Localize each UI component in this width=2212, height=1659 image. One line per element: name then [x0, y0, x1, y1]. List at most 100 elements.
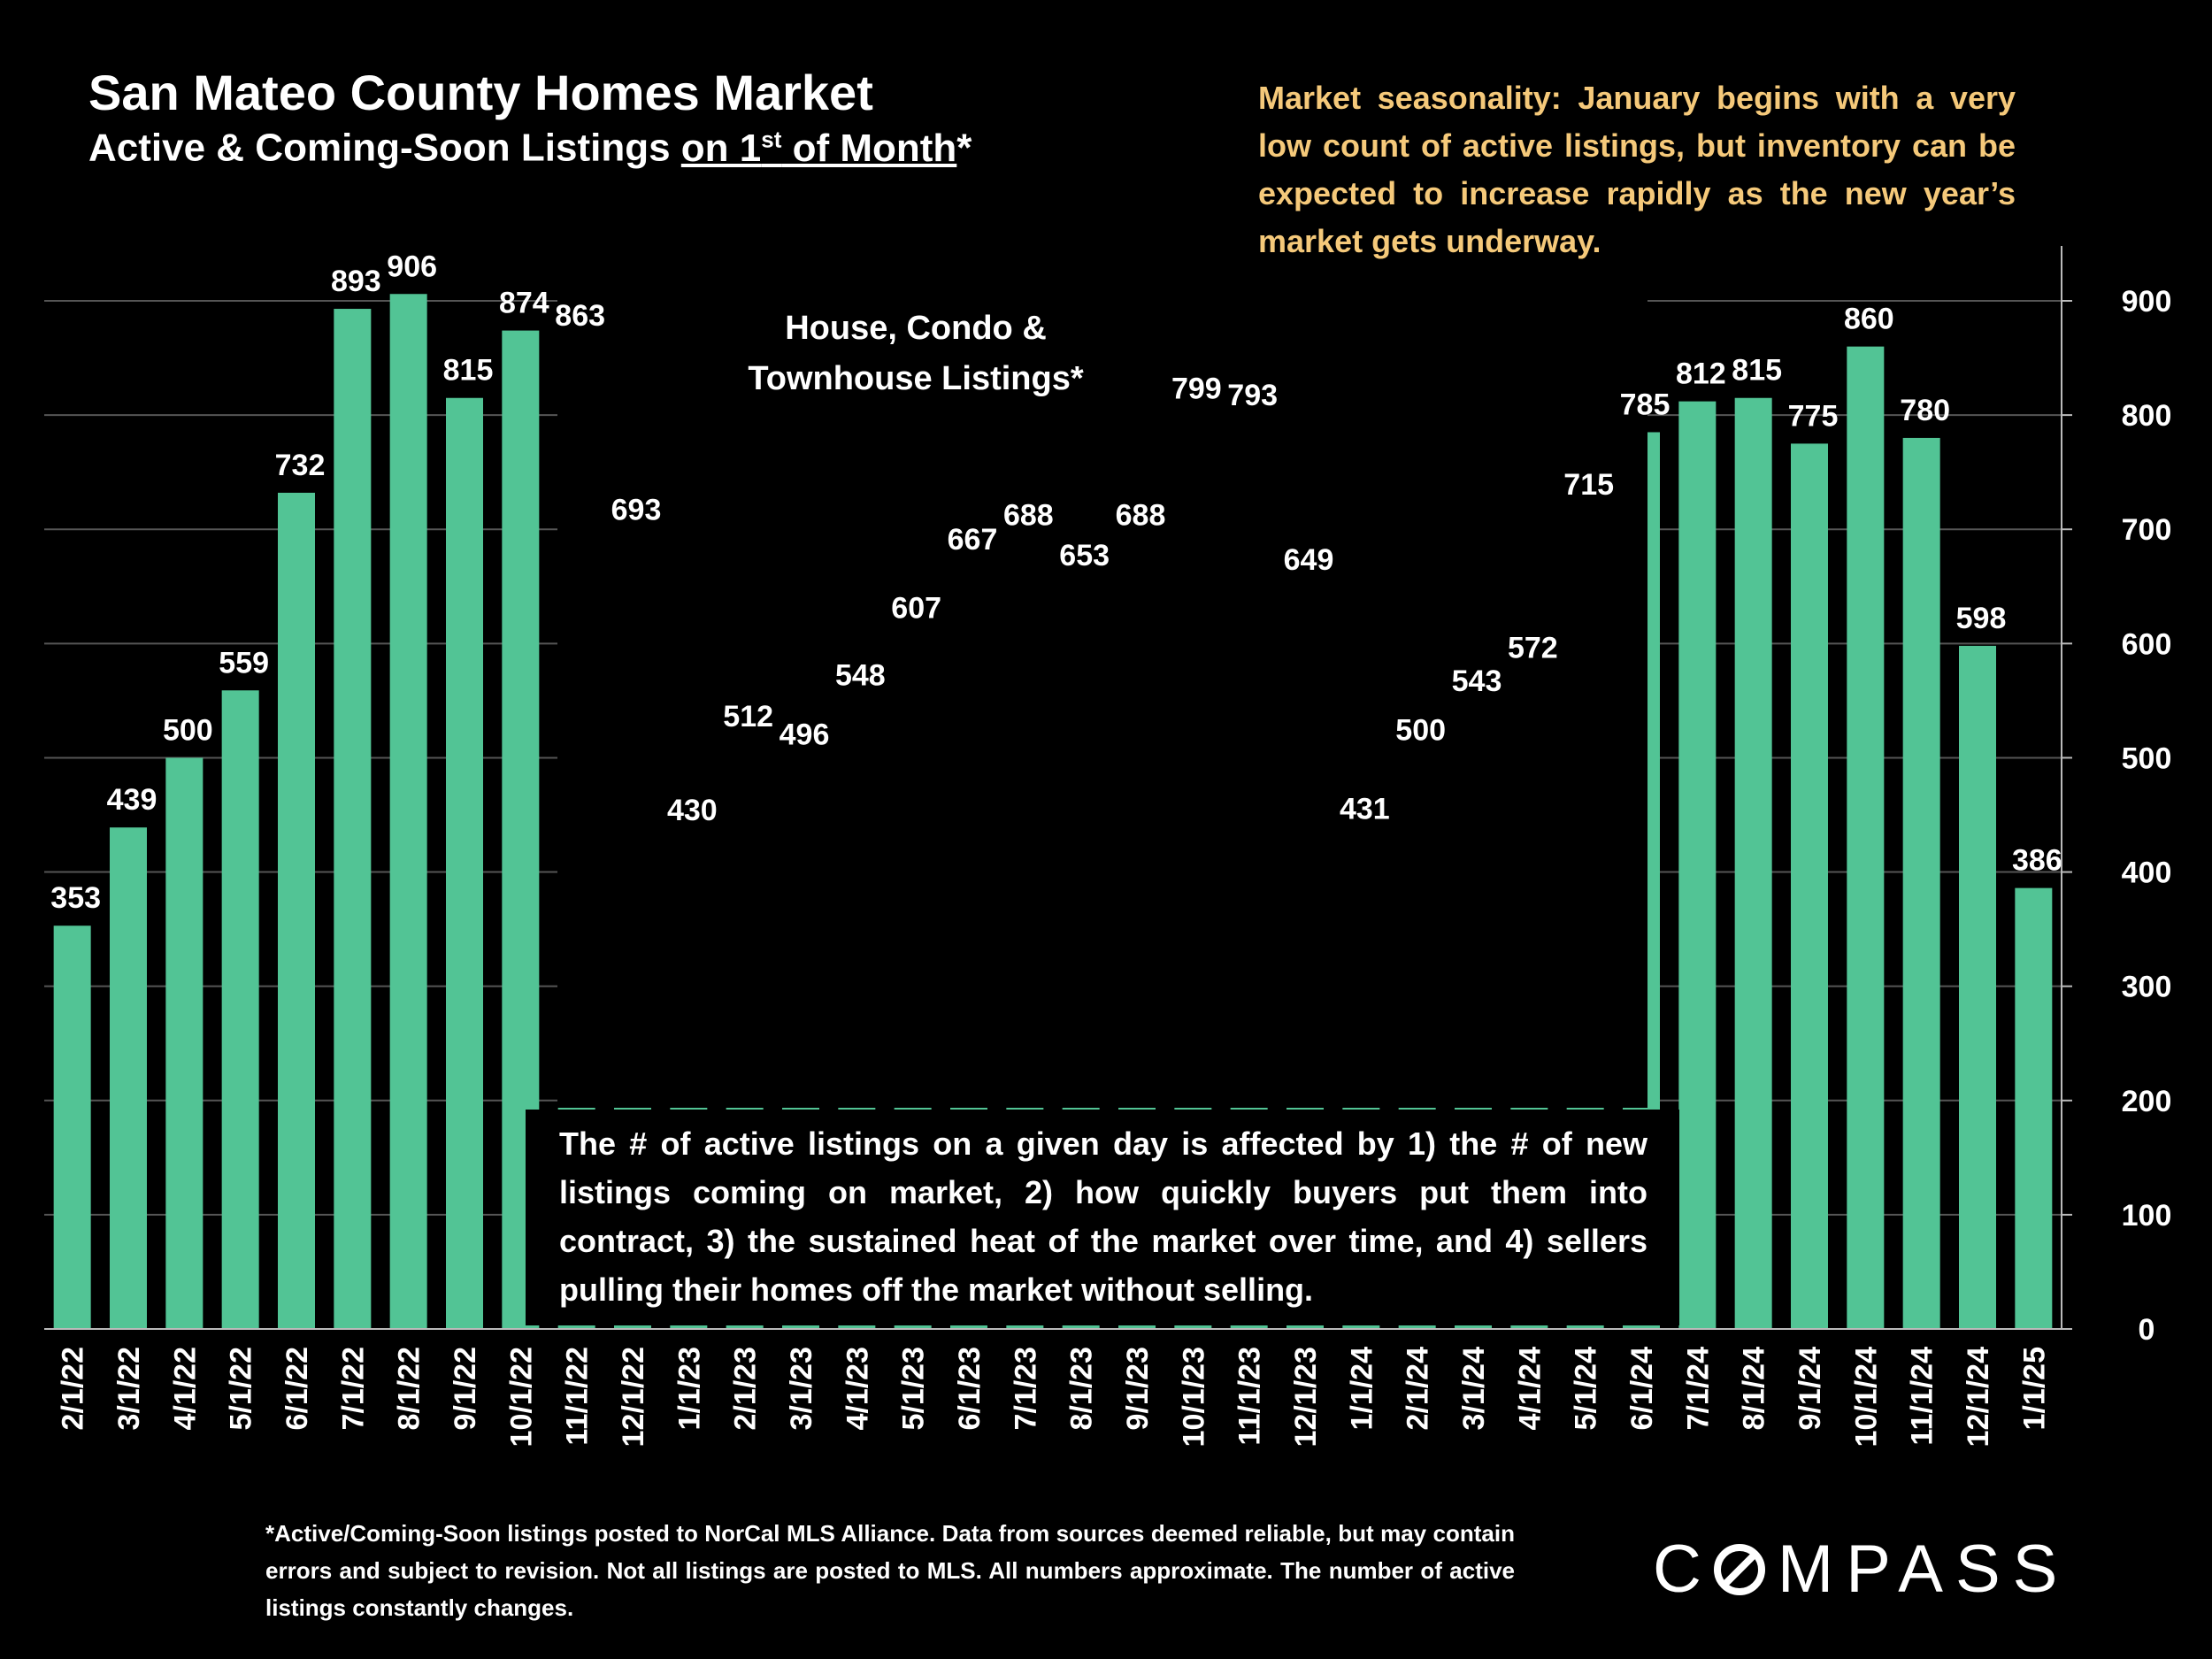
- x-tick-label: 12/1/24: [1962, 1347, 1995, 1448]
- y-tick-label: 700: [2122, 513, 2172, 547]
- data-label: 667: [948, 523, 998, 557]
- chart-title: San Mateo County Homes Market: [88, 65, 873, 120]
- bar: [1678, 401, 1717, 1329]
- data-label: 598: [1956, 602, 2007, 635]
- bar: [389, 294, 427, 1330]
- subtitle-part-2: of Month: [781, 126, 957, 170]
- x-tick-label: 7/1/22: [336, 1347, 370, 1431]
- subtitle-text: Active & Coming-Soon Listings: [88, 126, 681, 170]
- y-tick-label: 800: [2122, 399, 2172, 433]
- x-tick-label: 10/1/23: [1177, 1347, 1210, 1447]
- x-tick-label: 12/1/22: [617, 1347, 650, 1447]
- bar: [53, 926, 91, 1329]
- data-label: 688: [1003, 499, 1054, 533]
- bar: [110, 827, 147, 1329]
- x-tick-label: 3/1/24: [1457, 1347, 1491, 1431]
- source-footnote: *Active/Coming-Soon listings posted to N…: [265, 1520, 1515, 1621]
- bar: [1847, 346, 1885, 1330]
- data-label: 512: [723, 700, 773, 733]
- inset-label-line-1: House, Condo &: [785, 310, 1047, 347]
- data-label: 815: [1732, 354, 1782, 388]
- x-tick-label: 11/1/24: [1906, 1347, 1939, 1446]
- x-tick-label: 8/1/22: [393, 1347, 426, 1431]
- x-tick-label: 7/1/24: [1681, 1347, 1715, 1431]
- bar: [165, 757, 204, 1329]
- subtitle-underlined: on 1st of Month: [681, 126, 957, 170]
- data-label: 439: [107, 783, 157, 817]
- data-label: 775: [1788, 399, 1839, 433]
- seasonality-note: Market seasonality: January begins with …: [1258, 80, 2016, 259]
- bar: [1902, 437, 1940, 1329]
- explanation-note: The # of active listings on a given day …: [559, 1125, 1647, 1308]
- y-tick-label: 500: [2122, 741, 2172, 775]
- data-label: 548: [835, 658, 886, 692]
- bar: [278, 492, 315, 1329]
- x-tick-label: 6/1/24: [1625, 1347, 1659, 1431]
- x-tick-label: 11/1/22: [561, 1347, 595, 1446]
- bar: [1734, 397, 1772, 1330]
- bar: [2015, 887, 2053, 1329]
- compass-logo: C MPASS: [1653, 1532, 2070, 1607]
- x-tick-label: 4/1/23: [841, 1347, 874, 1431]
- x-tick-label: 4/1/22: [168, 1347, 202, 1431]
- bar: [221, 690, 259, 1329]
- x-tick-label: 4/1/24: [1513, 1347, 1547, 1431]
- data-label: 431: [1340, 793, 1390, 826]
- data-label: 693: [611, 493, 662, 526]
- x-tick-label: 2/1/24: [1402, 1347, 1435, 1431]
- data-label: 815: [443, 354, 494, 388]
- logo-o-mark: [1713, 1544, 1765, 1595]
- x-axis: 2/1/22 3/1/22 4/1/22 5/1/22 6/1/22 7/1/22 8/1/…: [57, 1347, 2052, 1448]
- x-tick-label: 9/1/22: [449, 1347, 482, 1431]
- data-label: 893: [331, 265, 381, 298]
- data-label: 793: [1227, 379, 1278, 412]
- x-tick-label: 1/1/23: [672, 1347, 706, 1431]
- data-label: 500: [1395, 713, 1446, 747]
- x-tick-label: 8/1/23: [1065, 1347, 1099, 1431]
- chart-subtitle: Active & Coming-Soon Listings on 1st of …: [88, 126, 972, 171]
- x-tick-label: 6/1/23: [953, 1347, 987, 1431]
- data-label: 500: [163, 713, 213, 747]
- data-label: 559: [219, 646, 269, 680]
- data-label: 732: [275, 449, 326, 482]
- data-label: 715: [1563, 468, 1614, 502]
- data-label: 799: [1171, 372, 1222, 405]
- data-label: 572: [1508, 631, 1558, 664]
- data-label: 863: [555, 299, 605, 333]
- x-tick-label: 10/1/22: [504, 1347, 538, 1447]
- data-label: 653: [1059, 539, 1110, 572]
- bar: [1959, 645, 1996, 1329]
- data-label: 812: [1676, 357, 1726, 391]
- data-label: 607: [891, 591, 941, 625]
- x-tick-label: 5/1/23: [897, 1347, 931, 1431]
- data-label: 430: [667, 794, 718, 827]
- y-tick-label: 600: [2122, 627, 2172, 661]
- x-tick-label: 7/1/23: [1009, 1347, 1042, 1431]
- y-tick-label: 200: [2122, 1085, 2172, 1118]
- data-label: 860: [1844, 303, 1894, 336]
- data-label: 386: [2012, 844, 2062, 878]
- y-axis: 0 100 200 300 400 500 600 700 800 900: [44, 246, 2171, 1347]
- x-tick-label: 9/1/23: [1121, 1347, 1155, 1431]
- inset-panel: [557, 294, 1647, 1108]
- x-tick-label: 5/1/24: [1570, 1347, 1603, 1431]
- y-tick-label: 100: [2122, 1199, 2172, 1233]
- x-tick-label: 11/1/23: [1233, 1347, 1267, 1446]
- x-tick-label: 3/1/23: [785, 1347, 818, 1431]
- bar: [1791, 443, 1828, 1329]
- y-tick-label: 0: [2139, 1313, 2155, 1347]
- x-tick-label: 6/1/22: [280, 1347, 314, 1431]
- bar: [446, 397, 483, 1330]
- data-label: 496: [780, 718, 830, 752]
- data-label: 874: [499, 287, 549, 320]
- x-tick-label: 2/1/23: [729, 1347, 763, 1431]
- x-tick-label: 9/1/24: [1793, 1347, 1827, 1431]
- x-tick-label: 5/1/22: [225, 1347, 258, 1431]
- x-tick-label: 8/1/24: [1738, 1347, 1771, 1431]
- bars: [53, 294, 2053, 1330]
- data-label: 353: [50, 881, 101, 915]
- subtitle-asterisk: *: [956, 126, 972, 170]
- y-tick-label: 400: [2122, 856, 2172, 890]
